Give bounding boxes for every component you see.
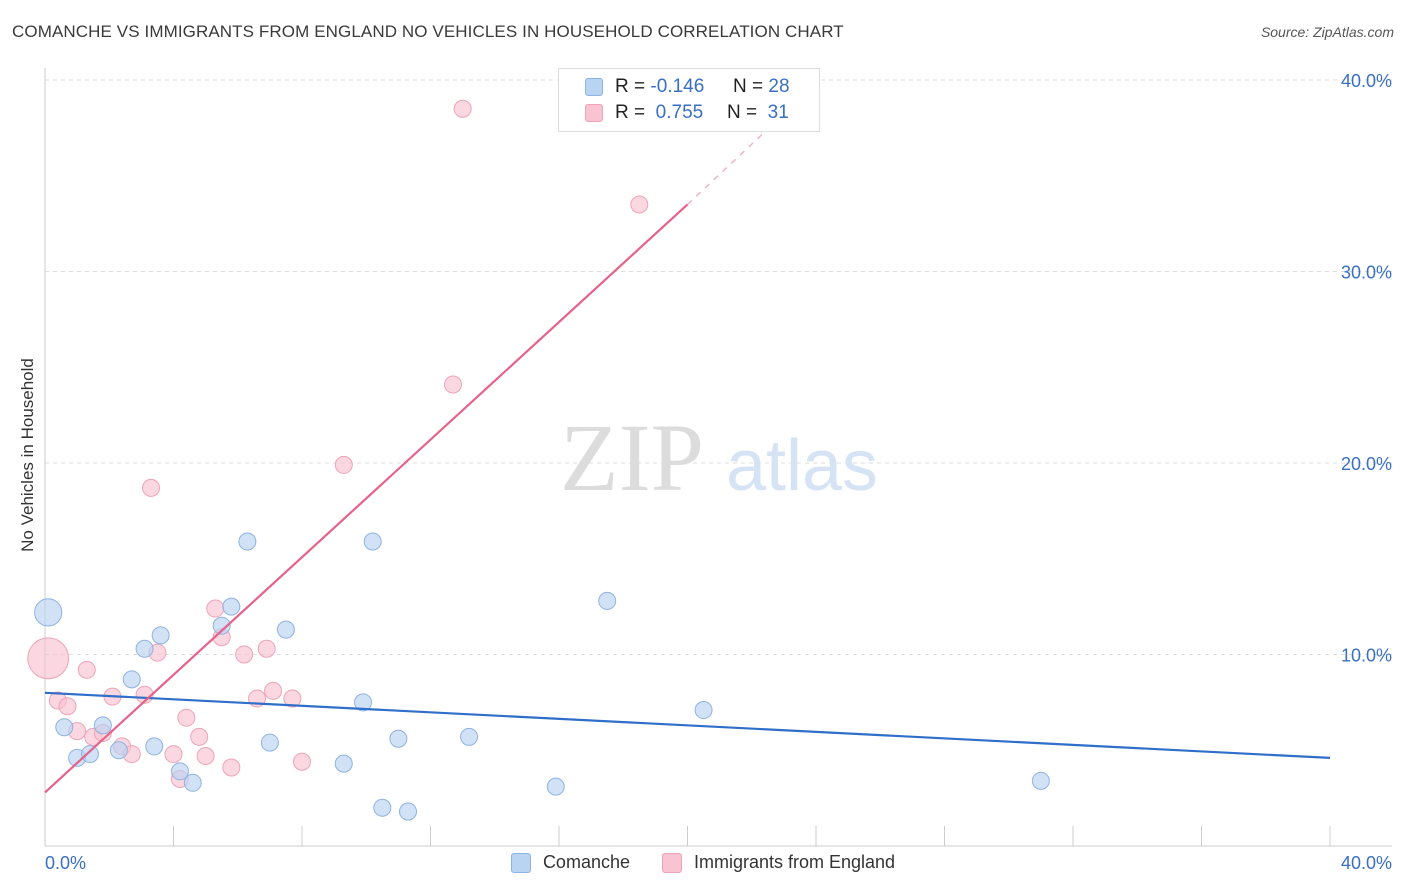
comanche-point [151,626,170,645]
comanche-point [93,716,112,735]
england-point [283,689,302,708]
comanche-point [145,737,164,756]
england-point [334,455,353,474]
comanche-points [34,532,1050,821]
comanche-point [389,729,408,748]
watermark-zip: ZIP [560,404,704,511]
axes [44,68,1392,847]
comanche-point [363,532,382,551]
england-point [222,758,241,777]
comanche-point [598,591,617,610]
comanche-point [334,754,353,773]
england-point [196,746,215,765]
bottom-legend-england: Immigrants from England [661,852,896,873]
x-tick-label: 0.0% [45,853,86,873]
bottom-legend-swatch-england [661,852,682,873]
england-point [206,599,225,618]
legend-r-england: R = 0.755 [615,102,704,123]
comanche-point [354,693,373,712]
comanche-point [183,773,202,792]
legend: R = -0.146 N = 28 R = 0.755 N = 31 [558,68,820,132]
bottom-legend-swatch-comanche [510,852,531,873]
bottom-legend: Comanche Immigrants from England [0,852,1406,873]
england-point [453,99,472,118]
chart-title: COMANCHE VS IMMIGRANTS FROM ENGLAND NO V… [12,22,844,41]
y-tick-label: 30.0% [1341,263,1392,283]
comanche-point [460,727,479,746]
england-point [58,697,77,716]
comanche-point [212,616,231,635]
legend-swatch-comanche [585,78,603,96]
england-point [443,375,462,394]
comanche-point [109,741,128,760]
comanche-point [122,670,141,689]
comanche-point [135,639,154,658]
bottom-legend-comanche: Comanche [510,852,630,873]
comanche-point [260,733,279,752]
england-point [27,637,70,680]
bottom-legend-label-comanche: Comanche [542,852,630,872]
comanche-point [34,598,63,627]
england-point [190,727,209,746]
england-point [142,478,161,497]
legend-r-comanche: R = -0.146 [615,76,705,97]
y-tick-label: 40.0% [1341,71,1392,91]
legend-n-comanche: N = 28 [733,76,790,97]
england-trend-line [44,203,689,794]
comanche-point [170,762,189,781]
england-point [164,745,183,764]
legend-n-england: N = 31 [727,102,789,123]
england-point [177,708,196,727]
england-point [630,195,649,214]
comanche-point [238,532,257,551]
y-tick-label: 10.0% [1341,646,1392,666]
bottom-legend-label-england: Immigrants from England [693,852,896,872]
comanche-point [373,798,392,817]
england-point [77,660,96,679]
watermark: ZIP atlas [560,404,878,511]
y-axis-label: No Vehicles in Household [18,358,37,552]
comanche-point [694,701,713,720]
y-tick-label: 20.0% [1341,454,1392,474]
comanche-point [1031,771,1050,790]
england-point [257,639,276,658]
comanche-point [55,718,74,737]
legend-row-england: R = 0.755 N = 31 [585,101,789,125]
grid-lines [45,79,1392,655]
comanche-point [222,597,241,616]
comanche-point [80,745,99,764]
england-point [264,681,283,700]
source-label: Source: ZipAtlas.com [1260,24,1394,40]
watermark-atlas: atlas [726,426,878,506]
comanche-point [399,802,418,821]
england-points [27,99,649,788]
comanche-point [546,777,565,796]
england-point [293,752,311,771]
tick-labels: 10.0% 20.0% 30.0% 40.0% 0.0% 40.0% [45,71,1392,873]
comanche-trend-line [44,691,1331,760]
england-point [235,645,254,664]
x-tick-label: 40.0% [1341,853,1392,873]
legend-row-comanche: R = -0.146 N = 28 [585,75,790,99]
comanche-point [276,620,295,639]
legend-swatch-england [585,104,603,122]
